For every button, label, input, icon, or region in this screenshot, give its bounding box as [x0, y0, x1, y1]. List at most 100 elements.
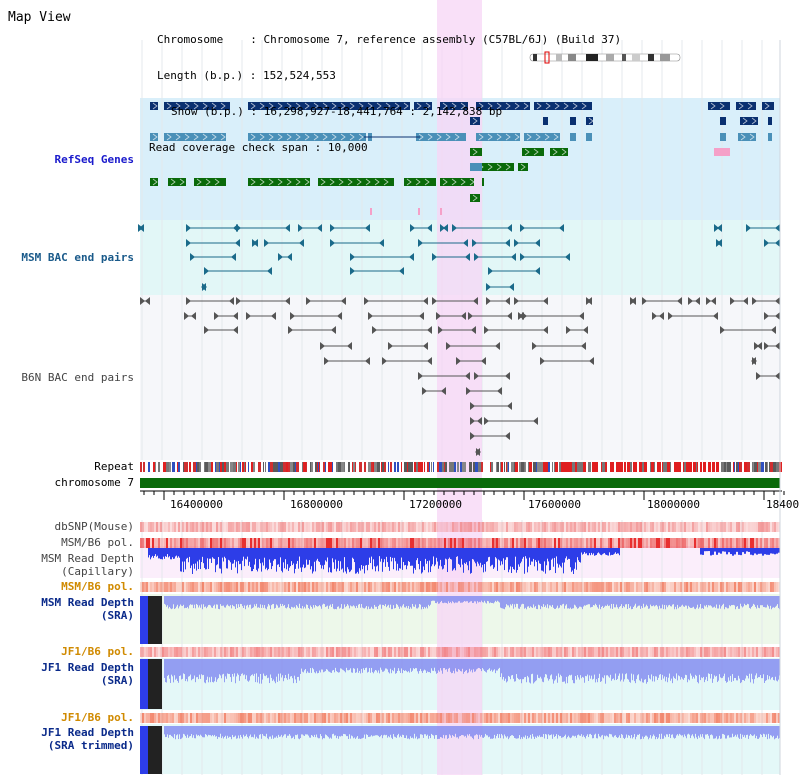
- read-depth-bar: [707, 726, 708, 734]
- track-label-repeat[interactable]: Repeat: [94, 460, 134, 473]
- snp-density-cell: [396, 538, 398, 548]
- read-depth-bar: [523, 596, 524, 605]
- strand-chevron: [563, 102, 569, 110]
- read-depth-bar: [480, 659, 481, 670]
- track-label-jf1-depth-sra-2[interactable]: (SRA): [100, 674, 134, 687]
- track-label-msm-b6-pol-1[interactable]: MSM/B6 pol.: [61, 536, 134, 549]
- snp-density-cell: [394, 538, 396, 548]
- read-depth-bar: [688, 596, 689, 606]
- read-depth-bar: [471, 726, 472, 737]
- snp-density-cell: [532, 538, 534, 548]
- track-label-chromosome[interactable]: chromosome 7: [54, 476, 134, 489]
- read-depth-bar: [158, 548, 159, 559]
- read-depth-bar: [463, 659, 464, 674]
- snp-density-cell: [698, 713, 700, 723]
- read-depth-bar: [299, 659, 300, 681]
- snp-density-cell: [624, 538, 626, 548]
- snp-density-cell: [150, 647, 152, 657]
- read-depth-bar: [328, 659, 329, 672]
- read-depth-bar: [386, 726, 387, 735]
- track-label-dbsnp[interactable]: dbSNP(Mouse): [54, 520, 134, 533]
- snp-density-cell: [552, 647, 554, 657]
- snp-density-cell: [310, 647, 312, 657]
- track-label-msm-bac[interactable]: MSM BAC end pairs: [21, 251, 134, 264]
- read-depth-bar: [282, 596, 283, 605]
- repeat-mark: [336, 462, 338, 472]
- read-depth-bar: [672, 726, 673, 735]
- snp-density-cell: [762, 582, 764, 592]
- snp-density-cell: [432, 713, 434, 723]
- read-depth-bar: [298, 596, 299, 608]
- read-depth-bar: [431, 726, 432, 734]
- track-label-msm-depth-sra-1[interactable]: MSM Read Depth: [41, 596, 134, 609]
- snp-density-cell: [218, 647, 220, 657]
- bac-end-marker: [484, 326, 489, 334]
- snp-density-cell: [584, 538, 586, 548]
- track-label-msm-depth-cap-2[interactable]: (Capillary): [61, 565, 134, 578]
- snp-density-cell: [548, 647, 550, 657]
- read-depth-bar: [614, 548, 615, 554]
- read-depth-bar: [738, 596, 739, 609]
- read-depth-bar: [496, 548, 497, 559]
- repeat-mark: [315, 462, 317, 472]
- read-depth-bar: [269, 548, 270, 560]
- read-depth-bar: [529, 548, 530, 558]
- snp-density-cell: [406, 582, 408, 592]
- read-depth-bar: [502, 659, 503, 680]
- snp-density-cell: [644, 582, 646, 592]
- track-label-b6n-bac[interactable]: B6N BAC end pairs: [21, 371, 134, 384]
- read-depth-bar: [642, 726, 643, 737]
- read-depth-bar: [247, 548, 248, 557]
- snp-density-cell: [290, 647, 292, 657]
- snp-density-cell: [720, 538, 722, 548]
- snp-density-cell: [160, 582, 162, 592]
- snp-density-cell: [288, 647, 290, 657]
- read-depth-bar: [479, 596, 480, 602]
- page-title: Map View: [8, 10, 71, 25]
- read-depth-bar: [735, 659, 736, 679]
- snp-density-cell: [304, 522, 306, 532]
- read-depth-bar: [195, 596, 196, 609]
- read-depth-bar: [522, 548, 523, 559]
- snp-density-cell: [168, 582, 170, 592]
- repeat-mark: [639, 462, 641, 472]
- read-depth-bar: [525, 548, 526, 557]
- read-depth-bar: [515, 596, 516, 608]
- track-label-jf1-depth-sra-1[interactable]: JF1 Read Depth: [41, 661, 134, 674]
- snp-density-cell: [296, 713, 298, 723]
- snp-density-cell: [678, 582, 680, 592]
- strand-chevron: [436, 133, 442, 141]
- read-depth-bar: [347, 596, 348, 605]
- track-label-jf1-b6-pol-2[interactable]: JF1/B6 pol.: [61, 711, 134, 724]
- track-label-msm-depth-sra-2[interactable]: (SRA): [100, 609, 134, 622]
- read-depth-bar: [720, 659, 721, 678]
- read-depth-bar: [447, 726, 448, 739]
- snp-density-cell: [572, 647, 574, 657]
- snp-density-cell: [660, 522, 662, 532]
- track-label-msm-b6-pol-2[interactable]: MSM/B6 pol.: [61, 580, 134, 593]
- track-label-jf1-depth-trim-2[interactable]: (SRA trimmed): [47, 739, 134, 752]
- snp-density-cell: [690, 582, 692, 592]
- snp-density-cell: [592, 522, 594, 532]
- snp-density-cell: [200, 538, 202, 548]
- read-depth-bar: [265, 596, 266, 609]
- read-depth-bar: [722, 596, 723, 605]
- read-depth-bar: [424, 548, 425, 571]
- snp-density-cell: [762, 647, 764, 657]
- read-depth-bar: [325, 596, 326, 607]
- snp-density-cell: [522, 522, 524, 532]
- read-depth-bar: [345, 659, 346, 673]
- snp-density-cell: [356, 538, 358, 548]
- repeat-mark: [158, 462, 160, 472]
- track-label-jf1-depth-trim-1[interactable]: JF1 Read Depth: [41, 726, 134, 739]
- track-label-msm-depth-cap-1[interactable]: MSM Read Depth: [41, 552, 134, 565]
- read-depth-bar: [182, 659, 183, 679]
- track-label-jf1-b6-pol-1[interactable]: JF1/B6 pol.: [61, 645, 134, 658]
- bac-end-marker: [446, 342, 451, 350]
- read-depth-bar: [242, 726, 243, 739]
- track-label-refseq[interactable]: RefSeq Genes: [54, 153, 134, 166]
- snp-density-cell: [328, 647, 330, 657]
- read-depth-bar: [687, 726, 688, 735]
- read-depth-bar: [731, 659, 732, 682]
